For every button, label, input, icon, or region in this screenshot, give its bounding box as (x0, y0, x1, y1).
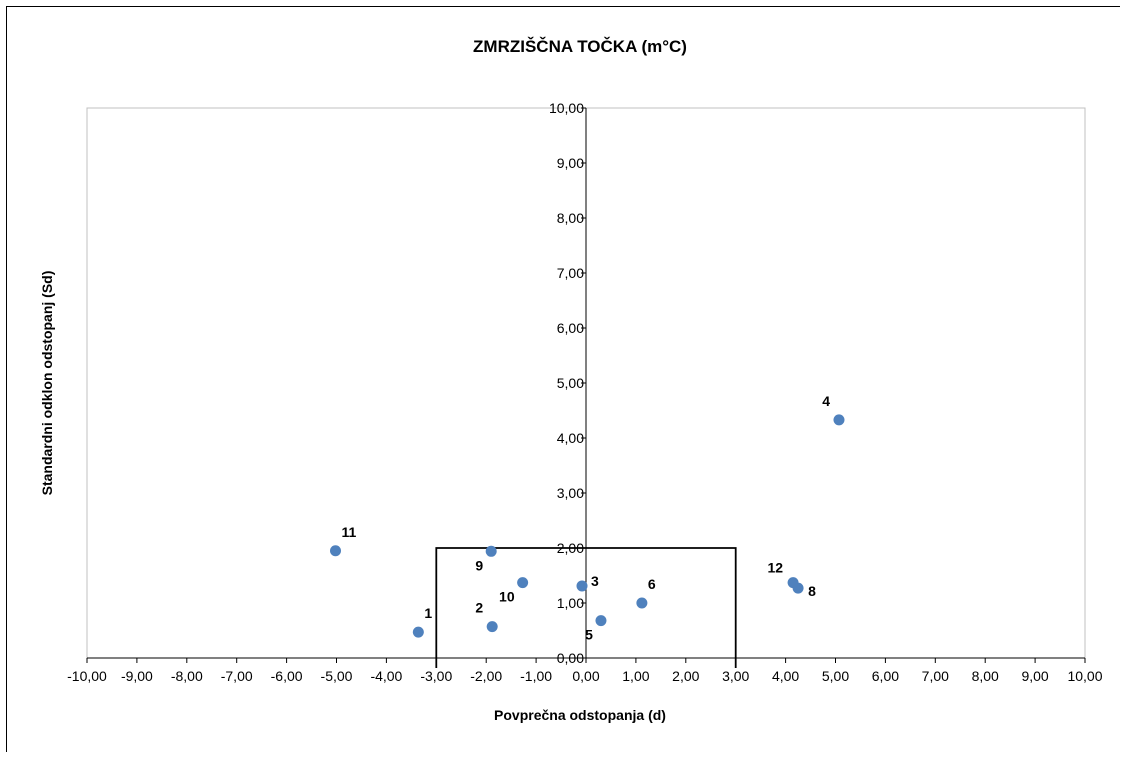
x-tick-label: -9,00 (121, 668, 153, 684)
x-tick-label: 1,00 (622, 668, 649, 684)
data-point (636, 597, 648, 609)
acceptance-box (435, 547, 737, 668)
x-tick-label: 9,00 (1021, 668, 1048, 684)
data-point-label: 12 (768, 560, 784, 576)
x-tick-label: 2,00 (672, 668, 699, 684)
data-point-label: 8 (808, 583, 816, 599)
x-tick-label: -5,00 (321, 668, 353, 684)
x-tick-label: -1,00 (520, 668, 552, 684)
data-point (595, 615, 607, 627)
data-point-label: 11 (342, 524, 357, 540)
data-point-label: 4 (822, 393, 830, 409)
x-tick-label: 6,00 (872, 668, 899, 684)
x-tick-label: 10,00 (1067, 668, 1102, 684)
data-point (576, 580, 588, 592)
x-tick-label: 7,00 (922, 668, 949, 684)
y-tick-label: 3,00 (557, 485, 584, 501)
data-point-label: 3 (591, 573, 599, 589)
y-tick-label: 6,00 (557, 320, 584, 336)
data-point (486, 621, 498, 633)
y-tick-label: 1,00 (557, 595, 584, 611)
chart-title: ZMRZIŠČNA TOČKA (m°C) (473, 37, 687, 56)
data-point-label: 5 (585, 627, 593, 643)
data-point-label: 1 (424, 605, 432, 621)
x-tick-label: -7,00 (221, 668, 253, 684)
x-tick-label: 5,00 (822, 668, 849, 684)
x-tick-label: 0,00 (572, 668, 599, 684)
y-tick-label: 9,00 (557, 155, 584, 171)
x-tick-label: 3,00 (722, 668, 749, 684)
x-tick-label: -6,00 (271, 668, 303, 684)
data-point (412, 626, 424, 638)
data-point (485, 545, 497, 557)
x-tick-label: 8,00 (972, 668, 999, 684)
data-point-label: 6 (648, 576, 656, 592)
data-point (787, 577, 799, 589)
data-point (517, 577, 529, 589)
y-tick-label: 7,00 (557, 265, 584, 281)
data-point-label: 10 (499, 589, 515, 605)
y-axis-title: Standardni odklon odstopanj (Sd) (39, 271, 55, 496)
chart-frame (6, 6, 1120, 752)
data-point (330, 545, 342, 557)
y-tick-label: 4,00 (557, 430, 584, 446)
x-tick-label: -2,00 (470, 668, 502, 684)
y-tick-label: 10,00 (549, 100, 584, 116)
x-tick-label: 4,00 (772, 668, 799, 684)
data-point (833, 414, 845, 426)
x-axis-title: Povprečna odstopanja (d) (494, 707, 666, 723)
x-tick-label: -10,00 (67, 668, 107, 684)
x-tick-label: -4,00 (370, 668, 402, 684)
x-axis-ticks: -10,00 -9,00 -8,00 -7,00 -6,00 -5,00 -4,00 -3,0… (67, 658, 1103, 684)
y-axis-ticks: 0,001,002,003,004,005,006,007,008,009,00… (549, 100, 586, 666)
y-tick-label: 5,00 (557, 375, 584, 391)
data-point-label: 9 (475, 557, 483, 573)
x-tick-label: -3,00 (420, 668, 452, 684)
data-point-label: 2 (475, 600, 483, 616)
x-tick-label: -8,00 (171, 668, 203, 684)
y-tick-label: 8,00 (557, 210, 584, 226)
